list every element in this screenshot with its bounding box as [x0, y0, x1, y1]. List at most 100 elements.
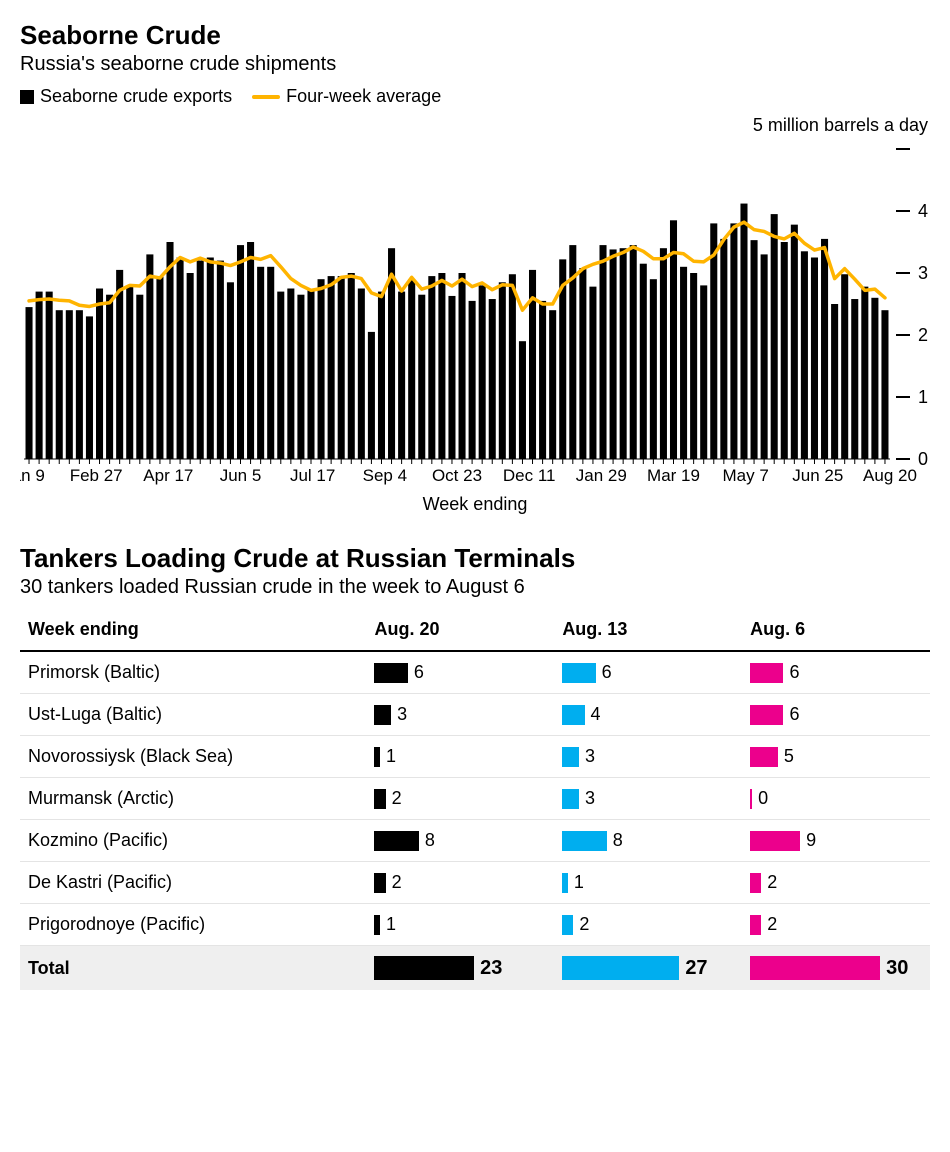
- svg-text:4: 4: [918, 201, 928, 221]
- th-week-0: Aug. 20: [366, 609, 554, 651]
- value-label: 6: [789, 704, 799, 725]
- value-bar: [562, 789, 579, 809]
- value-bar: [562, 915, 573, 935]
- th-week-2: Aug. 6: [742, 609, 930, 651]
- bar-cell: 1: [374, 914, 546, 935]
- bar-cell: 0: [750, 788, 922, 809]
- svg-text:Aug 20: Aug 20: [863, 466, 917, 485]
- table-row: Novorossiysk (Black Sea) 1 3 5: [20, 736, 930, 778]
- bar-cell: 2: [750, 872, 922, 893]
- value-bar: [562, 663, 595, 683]
- value-bar: [750, 663, 783, 683]
- legend-line-swatch: [252, 95, 280, 99]
- table-row: De Kastri (Pacific)212: [20, 862, 930, 904]
- value-bar: [374, 663, 407, 683]
- terminal-name: Murmansk (Arctic): [20, 778, 366, 820]
- bar-cell: 23: [374, 956, 546, 980]
- svg-text:3: 3: [918, 263, 928, 283]
- value-bar: [750, 956, 880, 980]
- svg-text:Jun 25: Jun 25: [792, 466, 843, 485]
- value-label: 9: [806, 830, 816, 851]
- value-bar: [750, 789, 752, 809]
- bar-cell: 3: [562, 788, 734, 809]
- value-bar: [562, 705, 584, 725]
- bar-cell: 8: [562, 830, 734, 851]
- value-label: 2: [392, 872, 402, 893]
- value-label: 5: [784, 746, 794, 767]
- value-label: 6: [789, 662, 799, 683]
- value-label: 2: [767, 872, 777, 893]
- total-label: Total: [20, 946, 366, 991]
- legend-item-bars: Seaborne crude exports: [20, 86, 232, 107]
- value-label: 2: [767, 914, 777, 935]
- value-bar: [374, 789, 385, 809]
- value-label: 1: [386, 746, 396, 767]
- svg-text:Jan 9: Jan 9: [20, 466, 45, 485]
- chart1-svg: 5 million barrels a day 0 1 2 3 4 Jan 9 Feb 27 A…: [20, 115, 930, 485]
- chart1-xaxis-title: Week ending: [20, 494, 930, 515]
- value-bar: [374, 915, 380, 935]
- svg-text:May 7: May 7: [723, 466, 769, 485]
- value-label: 2: [392, 788, 402, 809]
- bar-cell: 6: [374, 662, 546, 683]
- value-label: 3: [585, 788, 595, 809]
- svg-text:0: 0: [918, 449, 928, 469]
- terminal-name: Kozmino (Pacific): [20, 820, 366, 862]
- legend-bars-swatch: [20, 90, 34, 104]
- value-bar: [562, 873, 568, 893]
- bar-cell: 2: [374, 788, 546, 809]
- svg-text:Jul 17: Jul 17: [290, 466, 335, 485]
- bar-cell: 2: [750, 914, 922, 935]
- bar-cell: 5: [750, 746, 922, 767]
- value-bar: [562, 831, 606, 851]
- bar-cell: 6: [562, 662, 734, 683]
- value-label: 3: [397, 704, 407, 725]
- value-bar: [750, 831, 800, 851]
- value-label: 8: [425, 830, 435, 851]
- bar-cell: 3: [374, 704, 546, 725]
- value-label: 1: [386, 914, 396, 935]
- value-bar: [750, 705, 783, 725]
- value-label: 23: [480, 957, 502, 980]
- bar-cell: 1: [374, 746, 546, 767]
- chart1-plot: 5 million barrels a day 0 1 2 3 4 Jan 9 Feb 27 A…: [20, 115, 930, 490]
- bar-cell: 2: [374, 872, 546, 893]
- th-terminal: Week ending: [20, 609, 366, 651]
- svg-text:5 million barrels a day: 5 million barrels a day: [753, 115, 928, 135]
- value-bar: [374, 956, 474, 980]
- terminal-name: De Kastri (Pacific): [20, 862, 366, 904]
- table-row: Ust-Luga (Baltic)346: [20, 694, 930, 736]
- table-row: Kozmino (Pacific) 8 8 9: [20, 820, 930, 862]
- legend-item-line: Four-week average: [252, 86, 441, 107]
- bar-cell: 4: [562, 704, 734, 725]
- value-label: 3: [585, 746, 595, 767]
- value-label: 6: [602, 662, 612, 683]
- svg-text:2: 2: [918, 325, 928, 345]
- tankers-section: Tankers Loading Crude at Russian Termina…: [20, 543, 930, 990]
- legend-bars-label: Seaborne crude exports: [40, 86, 232, 107]
- legend-line-label: Four-week average: [286, 86, 441, 107]
- svg-text:Jun 5: Jun 5: [220, 466, 262, 485]
- table-header-row: Week ending Aug. 20 Aug. 13 Aug. 6: [20, 609, 930, 651]
- value-label: 6: [414, 662, 424, 683]
- svg-text:1: 1: [918, 387, 928, 407]
- terminal-name: Novorossiysk (Black Sea): [20, 736, 366, 778]
- value-label: 4: [591, 704, 601, 725]
- bar-cell: 6: [750, 704, 922, 725]
- svg-text:Mar 19: Mar 19: [647, 466, 700, 485]
- bar-cell: 3: [562, 746, 734, 767]
- svg-text:Sep 4: Sep 4: [363, 466, 407, 485]
- svg-text:Oct 23: Oct 23: [432, 466, 482, 485]
- value-bar: [374, 705, 391, 725]
- table-row: Prigorodnoye (Pacific)122: [20, 904, 930, 946]
- svg-text:Feb 27: Feb 27: [70, 466, 123, 485]
- svg-text:Dec 11: Dec 11: [503, 466, 556, 485]
- svg-text:Apr 17: Apr 17: [143, 466, 193, 485]
- chart1-subtitle: Russia's seaborne crude shipments: [20, 53, 930, 76]
- chart1-legend: Seaborne crude exports Four-week average: [20, 86, 930, 107]
- value-label: 0: [758, 788, 768, 809]
- chart2-subtitle: 30 tankers loaded Russian crude in the w…: [20, 576, 930, 599]
- chart1-title: Seaborne Crude: [20, 20, 930, 51]
- svg-text:Jan 29: Jan 29: [576, 466, 627, 485]
- value-bar: [374, 873, 385, 893]
